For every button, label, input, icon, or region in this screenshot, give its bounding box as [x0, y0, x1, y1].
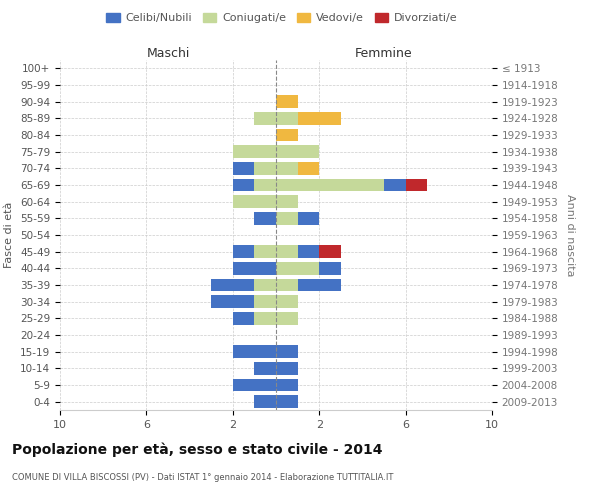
- Text: Femmine: Femmine: [355, 47, 413, 60]
- Legend: Celibi/Nubili, Coniugati/e, Vedovi/e, Divorziati/e: Celibi/Nubili, Coniugati/e, Vedovi/e, Di…: [102, 8, 462, 28]
- Bar: [233, 162, 254, 174]
- Bar: [276, 362, 298, 374]
- Bar: [276, 262, 319, 274]
- Bar: [276, 246, 298, 258]
- Bar: [276, 296, 298, 308]
- Bar: [276, 312, 298, 324]
- Bar: [254, 396, 276, 408]
- Bar: [254, 246, 276, 258]
- Bar: [211, 296, 254, 308]
- Bar: [298, 212, 319, 224]
- Bar: [276, 179, 384, 192]
- Bar: [298, 162, 319, 174]
- Bar: [233, 262, 276, 274]
- Bar: [298, 246, 319, 258]
- Y-axis label: Anni di nascita: Anni di nascita: [565, 194, 575, 276]
- Bar: [233, 246, 254, 258]
- Bar: [276, 346, 298, 358]
- Bar: [254, 296, 276, 308]
- Bar: [276, 162, 298, 174]
- Bar: [254, 212, 276, 224]
- Bar: [211, 279, 254, 291]
- Bar: [276, 129, 298, 141]
- Bar: [276, 146, 319, 158]
- Bar: [254, 162, 276, 174]
- Y-axis label: Fasce di età: Fasce di età: [4, 202, 14, 268]
- Bar: [233, 379, 276, 391]
- Bar: [406, 179, 427, 192]
- Bar: [298, 279, 341, 291]
- Bar: [276, 396, 298, 408]
- Bar: [254, 279, 276, 291]
- Bar: [276, 379, 298, 391]
- Bar: [276, 96, 298, 108]
- Bar: [233, 179, 254, 192]
- Bar: [276, 196, 298, 208]
- Bar: [298, 112, 341, 124]
- Bar: [276, 279, 298, 291]
- Bar: [233, 346, 276, 358]
- Bar: [254, 112, 276, 124]
- Text: COMUNE DI VILLA BISCOSSI (PV) - Dati ISTAT 1° gennaio 2014 - Elaborazione TUTTIT: COMUNE DI VILLA BISCOSSI (PV) - Dati IST…: [12, 472, 394, 482]
- Bar: [319, 246, 341, 258]
- Text: Maschi: Maschi: [146, 47, 190, 60]
- Bar: [276, 212, 298, 224]
- Bar: [233, 196, 276, 208]
- Bar: [254, 362, 276, 374]
- Text: Popolazione per età, sesso e stato civile - 2014: Popolazione per età, sesso e stato civil…: [12, 442, 383, 457]
- Bar: [254, 179, 276, 192]
- Bar: [319, 262, 341, 274]
- Bar: [384, 179, 406, 192]
- Bar: [276, 112, 298, 124]
- Bar: [233, 312, 254, 324]
- Bar: [233, 146, 276, 158]
- Bar: [254, 312, 276, 324]
